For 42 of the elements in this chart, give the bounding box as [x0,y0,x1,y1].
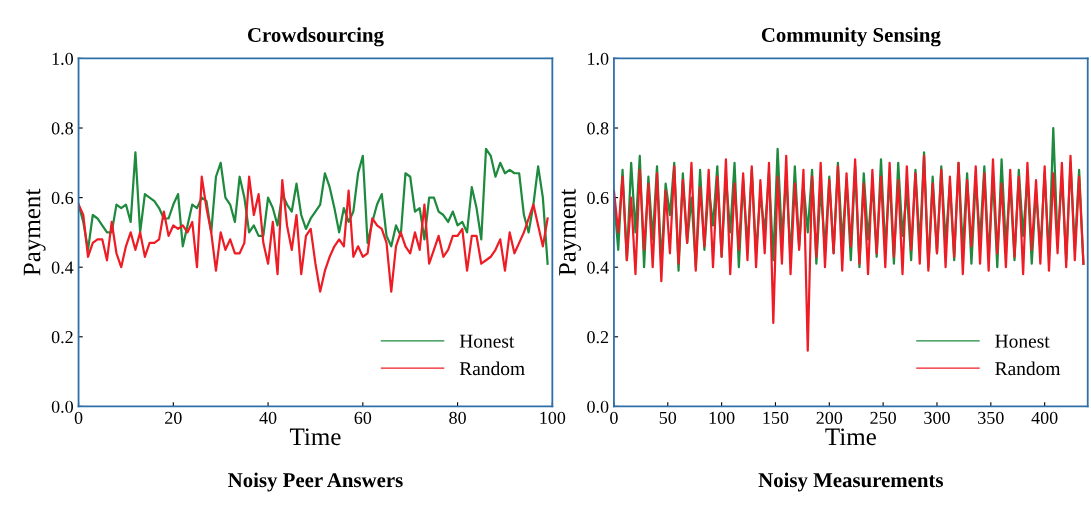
x-tick-label: 0 [610,411,618,424]
x-axis-title: Time [289,428,341,446]
x-tick-label: 50 [659,411,677,424]
line-series [613,154,1085,352]
x-axis-title: Time [825,428,876,446]
x-tick-label: 0 [74,411,83,424]
y-tick-label: 0.6 [587,191,609,205]
x-tick-label: 80 [449,411,466,424]
y-tick-label: 0.8 [587,122,609,135]
x-tick-label: 100 [540,411,566,424]
x-tick-label: 250 [870,411,896,424]
line-series [78,175,549,293]
y-axis-title: Payment [23,188,46,276]
text: Noisy Measurements [758,472,943,492]
x-tick-label: 100 [709,411,735,424]
text: Noisy Peer Answers [228,472,403,492]
chart-title: Community Sensing [761,27,941,47]
x-tick-label: 150 [763,411,789,424]
x-tick-label: 200 [816,411,843,424]
y-tick-label: 0.0 [51,400,73,413]
y-tick-label: 1.0 [588,52,609,65]
y-tick-label: 0.2 [51,331,73,344]
legend-label: Random [995,361,1061,376]
x-tick-label: 300 [924,411,950,424]
x-tick-label: 40 [259,411,277,424]
y-tick-label: 0.6 [51,191,74,205]
x-tick-label: 60 [354,411,372,424]
y-tick-label: 0.4 [587,261,609,274]
y-tick-label: 0.0 [587,400,609,413]
y-tick-label: 0.2 [587,331,609,344]
chart-title: Crowdsourcing [247,27,384,47]
legend-label: Honest [459,334,515,348]
y-tick-label: 0.4 [51,261,74,274]
line-series [78,147,549,265]
x-tick-label: 400 [1031,411,1058,424]
y-tick-label: 1.0 [52,52,73,65]
y-tick-label: 0.8 [51,122,73,135]
x-tick-label: 20 [165,411,182,424]
legend-label: Honest [995,334,1050,348]
legend-label: Random [459,361,525,376]
x-tick-label: 350 [978,411,1004,424]
y-axis-title: Payment [559,188,581,276]
